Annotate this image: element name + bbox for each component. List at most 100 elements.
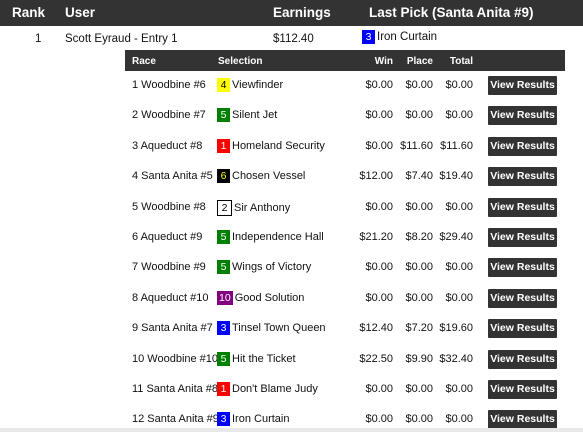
- rank-column-header: Rank: [12, 5, 46, 20]
- pick-row: 6 Aqueduct #9 5 Independence Hall $21.20…: [125, 223, 565, 253]
- place-amount: $0.00: [405, 382, 433, 395]
- view-results-button[interactable]: View Results: [488, 167, 557, 187]
- view-results-button[interactable]: View Results: [488, 197, 557, 217]
- place-amount: $9.90: [405, 352, 433, 365]
- leaderboard-entry-row[interactable]: 1 Scott Eyraud - Entry 1 $112.40 3 Iron …: [0, 26, 583, 50]
- pick-row: 1 Woodbine #6 4 Viewfinder $0.00 $0.00 $…: [125, 71, 565, 101]
- place-amount: $7.40: [405, 170, 433, 183]
- saddle-cloth-badge: 1: [217, 138, 230, 153]
- total-amount: $0.00: [445, 109, 473, 122]
- last-pick-column-header: Last Pick (Santa Anita #9): [369, 5, 534, 20]
- total-amount: $0.00: [445, 291, 473, 304]
- saddle-cloth-badge: 4: [217, 78, 230, 92]
- entry-user-name: Scott Eyraud - Entry 1: [65, 33, 178, 45]
- total-amount: $0.00: [445, 79, 473, 91]
- horse-name: Sir Anthony: [234, 201, 291, 214]
- selection: 5 Wings of Victory: [217, 260, 312, 275]
- last-pick-horse-name: Iron Curtain: [377, 31, 438, 43]
- place-amount: $0.00: [405, 291, 433, 304]
- total-amount: $0.00: [445, 382, 473, 395]
- last-pick: 3 Iron Curtain: [362, 30, 437, 44]
- win-amount: $0.00: [365, 200, 393, 213]
- pick-row: 4 Santa Anita #5 6 Chosen Vessel $12.00 …: [125, 162, 565, 192]
- horse-name: Independence Hall: [232, 230, 324, 243]
- race-name: 7 Woodbine #9: [132, 261, 206, 274]
- place-amount: $8.20: [405, 230, 433, 243]
- view-results-button[interactable]: View Results: [488, 76, 557, 95]
- race-name: 10 Woodbine #10: [132, 352, 219, 365]
- place-column-header: Place: [406, 56, 433, 67]
- place-amount: $0.00: [405, 200, 433, 213]
- race-name: 8 Aqueduct #10: [132, 291, 209, 304]
- pick-row: 7 Woodbine #9 5 Wings of Victory $0.00 $…: [125, 253, 565, 283]
- pick-row: 3 Aqueduct #8 1 Homeland Security $0.00 …: [125, 132, 565, 162]
- pick-row: 10 Woodbine #10 5 Hit the Ticket $22.50 …: [125, 345, 565, 375]
- total-amount: $29.40: [439, 230, 473, 243]
- selection: 3 Iron Curtain: [217, 412, 290, 427]
- place-amount: $7.20: [405, 322, 433, 335]
- view-results-button[interactable]: View Results: [488, 258, 557, 278]
- pick-row: 2 Woodbine #7 5 Silent Jet $0.00 $0.00 $…: [125, 101, 565, 131]
- view-results-button[interactable]: View Results: [488, 288, 557, 308]
- place-amount: $0.00: [405, 109, 433, 122]
- saddle-cloth-badge: 1: [217, 381, 230, 396]
- win-amount: $0.00: [365, 79, 393, 91]
- win-amount: $21.20: [359, 230, 393, 243]
- saddle-cloth-badge: 3: [362, 30, 375, 44]
- view-results-button[interactable]: View Results: [488, 106, 557, 126]
- view-results-button[interactable]: View Results: [488, 349, 557, 369]
- saddle-cloth-badge: 3: [217, 321, 230, 336]
- user-column-header: User: [65, 5, 96, 20]
- selection: 3 Tinsel Town Queen: [217, 321, 326, 336]
- saddle-cloth-badge: 5: [217, 108, 230, 123]
- pick-row: 11 Santa Anita #8 1 Don't Blame Judy $0.…: [125, 375, 565, 405]
- saddle-cloth-badge: 2: [217, 199, 232, 216]
- view-results-button[interactable]: View Results: [488, 319, 557, 339]
- view-results-button[interactable]: View Results: [488, 136, 557, 156]
- race-name: 9 Santa Anita #7: [132, 322, 213, 335]
- win-amount: $0.00: [365, 382, 393, 395]
- horse-name: Iron Curtain: [232, 413, 290, 426]
- race-name: 5 Woodbine #8: [132, 200, 206, 213]
- view-results-button[interactable]: View Results: [488, 379, 557, 399]
- win-amount: $22.50: [359, 352, 393, 365]
- place-amount: $0.00: [405, 79, 433, 91]
- pick-row: 9 Santa Anita #7 3 Tinsel Town Queen $12…: [125, 314, 565, 344]
- total-amount: $32.40: [439, 352, 473, 365]
- pick-row: 8 Aqueduct #10 10 Good Solution $0.00 $0…: [125, 284, 565, 314]
- pick-row: 12 Santa Anita #9 3 Iron Curtain $0.00 $…: [125, 405, 565, 435]
- horse-name: Chosen Vessel: [232, 170, 306, 183]
- place-amount: $11.60: [400, 139, 433, 152]
- view-results-button[interactable]: View Results: [488, 410, 557, 430]
- total-amount: $19.40: [439, 170, 473, 183]
- view-results-button[interactable]: View Results: [488, 227, 557, 247]
- entry-earnings: $112.40: [273, 33, 314, 45]
- total-column-header: Total: [449, 56, 473, 67]
- horse-name: Viewfinder: [232, 79, 284, 91]
- saddle-cloth-badge: 6: [217, 169, 230, 184]
- selection: 1 Homeland Security: [217, 138, 325, 153]
- saddle-cloth-badge: 5: [217, 260, 230, 275]
- earnings-column-header: Earnings: [273, 5, 331, 20]
- horse-name: Hit the Ticket: [232, 352, 296, 365]
- horse-name: Tinsel Town Queen: [232, 322, 326, 335]
- race-name: 2 Woodbine #7: [132, 109, 206, 122]
- selection: 1 Don't Blame Judy: [217, 381, 318, 396]
- horse-name: Good Solution: [234, 291, 305, 304]
- horse-name: Homeland Security: [232, 139, 325, 152]
- selection: 6 Chosen Vessel: [217, 169, 306, 184]
- picks-detail-table: Race Selection Win Place Total 1 Woodbin…: [125, 50, 565, 436]
- win-column-header: Win: [374, 56, 393, 67]
- place-amount: $0.00: [405, 413, 433, 426]
- saddle-cloth-badge: 5: [217, 229, 230, 244]
- saddle-cloth-badge: 3: [217, 412, 230, 427]
- selection: 4 Viewfinder: [217, 78, 283, 92]
- selection: 2 Sir Anthony: [217, 199, 291, 216]
- horse-name: Wings of Victory: [232, 261, 312, 274]
- selection-column-header: Selection: [218, 56, 263, 67]
- selection: 5 Silent Jet: [217, 108, 277, 123]
- total-amount: $11.60: [440, 139, 473, 152]
- total-amount: $0.00: [445, 413, 473, 426]
- scroll-edge: [0, 428, 583, 432]
- total-amount: $0.00: [445, 261, 473, 274]
